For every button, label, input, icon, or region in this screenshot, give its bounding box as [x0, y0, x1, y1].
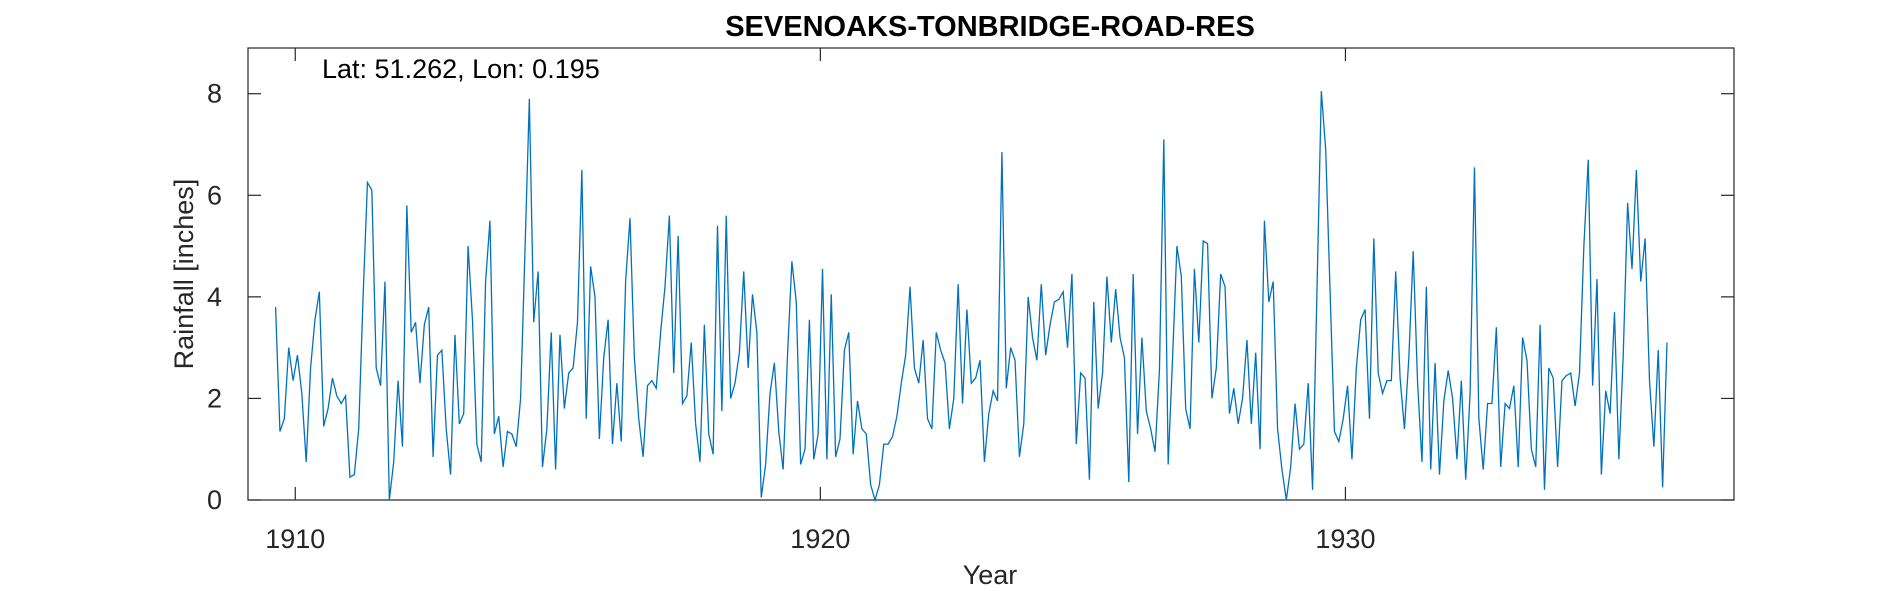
location-annotation: Lat: 51.262, Lon: 0.195	[322, 54, 600, 84]
x-axis-label: Year	[963, 560, 1018, 590]
plot-area	[247, 47, 1735, 501]
x-tick-label-2: 1930	[1315, 524, 1375, 554]
y-tick-label-2: 4	[207, 282, 222, 312]
y-tick-label-4: 8	[207, 79, 222, 109]
x-tick-label-0: 1910	[265, 524, 325, 554]
y-tick-label-1: 2	[207, 383, 222, 413]
y-axis-label: Rainfall [inches]	[169, 179, 199, 370]
rainfall-series-line	[274, 91, 1668, 503]
x-axis-ticks: 1910 1920 1930	[265, 48, 1375, 554]
y-axis-ticks: 0 2 4 6 8	[207, 79, 1734, 515]
chart-title: SEVENOAKS-TONBRIDGE-ROAD-RES	[725, 11, 1255, 43]
y-tick-label-0: 0	[207, 485, 222, 515]
x-tick-label-1: 1920	[790, 524, 850, 554]
y-tick-label-3: 6	[207, 180, 222, 210]
